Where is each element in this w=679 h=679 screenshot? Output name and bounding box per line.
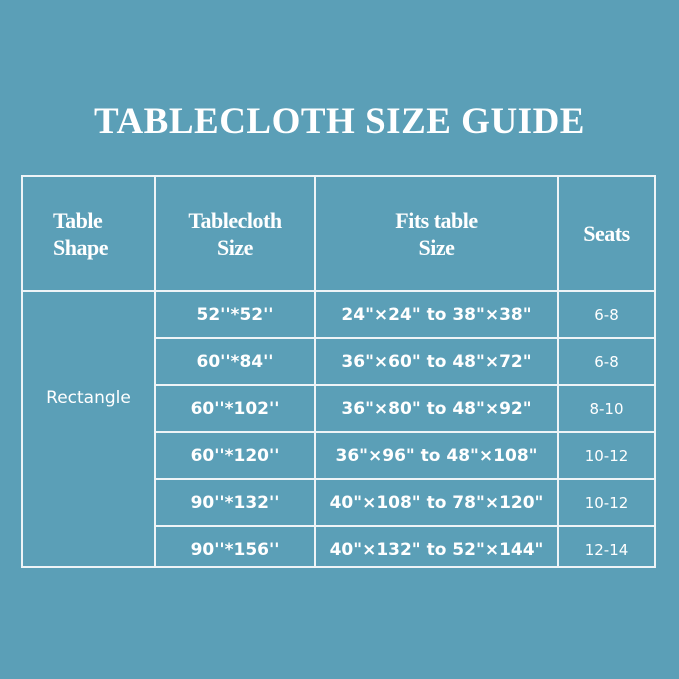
seats-cell: 6-8 bbox=[594, 305, 619, 324]
fits-size-cell: 40"×132" to 52"×144" bbox=[329, 539, 544, 560]
page-title: TABLECLOTH SIZE GUIDE bbox=[94, 101, 585, 142]
fits-size-cell: 24"×24" to 38"×38" bbox=[341, 304, 532, 325]
seats-cell: 12-14 bbox=[584, 540, 629, 559]
size-table: Table Shape Tablecloth Size Fits table S… bbox=[21, 175, 656, 568]
header-fits-table-size: Fits table Size bbox=[395, 207, 478, 260]
tablecloth-size-cell: 60''*84'' bbox=[196, 351, 274, 372]
divider bbox=[156, 337, 654, 339]
header-table-shape: Table Shape bbox=[53, 207, 108, 260]
divider bbox=[314, 177, 316, 566]
tablecloth-size-cell: 52''*52'' bbox=[196, 304, 274, 325]
shape-cell: Rectangle bbox=[46, 388, 131, 408]
fits-size-cell: 36"×80" to 48"×92" bbox=[341, 398, 532, 419]
fits-size-cell: 36"×96" to 48"×108" bbox=[335, 445, 538, 466]
divider bbox=[154, 177, 156, 566]
seats-cell: 10-12 bbox=[584, 493, 629, 512]
divider bbox=[557, 177, 559, 566]
fits-size-cell: 40"×108" to 78"×120" bbox=[329, 492, 544, 513]
seats-cell: 6-8 bbox=[594, 352, 619, 371]
divider bbox=[156, 525, 654, 527]
divider bbox=[23, 290, 654, 292]
tablecloth-size-cell: 90''*132'' bbox=[190, 492, 280, 513]
tablecloth-size-cell: 60''*102'' bbox=[190, 398, 280, 419]
divider bbox=[156, 384, 654, 386]
divider bbox=[156, 478, 654, 480]
header-seats: Seats bbox=[583, 221, 630, 246]
header-tablecloth-size: Tablecloth Size bbox=[188, 207, 282, 260]
tablecloth-size-cell: 90''*156'' bbox=[190, 539, 280, 560]
tablecloth-size-cell: 60''*120'' bbox=[190, 445, 280, 466]
divider bbox=[156, 431, 654, 433]
seats-cell: 8-10 bbox=[589, 399, 624, 418]
seats-cell: 10-12 bbox=[584, 446, 629, 465]
fits-size-cell: 36"×60" to 48"×72" bbox=[341, 351, 532, 372]
